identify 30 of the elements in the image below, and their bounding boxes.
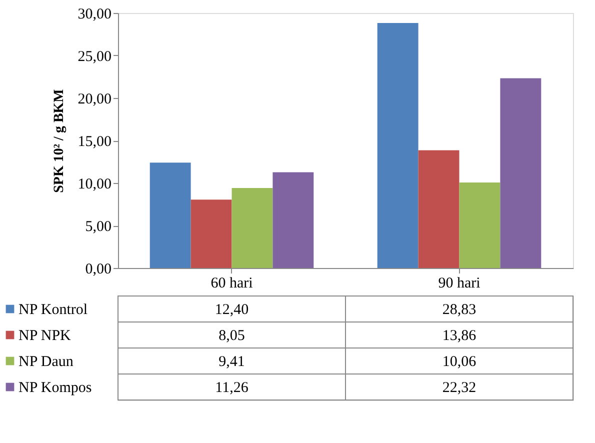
bar (272, 172, 314, 268)
legend-label: NP Kontrol (18, 302, 88, 318)
y-tick-label: 10,00 (78, 176, 112, 192)
data-label: 11,26 (215, 380, 249, 396)
data-label: 10,06 (442, 354, 477, 370)
legend-label: NP Daun (18, 354, 74, 370)
data-label: 28,83 (442, 302, 476, 318)
bar (150, 162, 191, 268)
x-tick-label: 90 hari (438, 276, 480, 292)
data-label: 9,41 (218, 354, 245, 370)
bar (459, 182, 500, 268)
bar (418, 150, 460, 268)
y-axis-title: SPK 10² / g BKM (52, 89, 67, 193)
data-label: 8,05 (218, 328, 245, 344)
bar (377, 22, 418, 268)
bar (500, 78, 542, 268)
data-label: 22,32 (442, 380, 476, 396)
y-tick-label: 20,00 (78, 92, 112, 108)
bar (190, 200, 232, 268)
data-label: 13,86 (442, 328, 477, 344)
y-tick-label: 15,00 (78, 134, 112, 150)
y-tick-label: 0,00 (85, 262, 112, 278)
y-tick-label: 25,00 (78, 49, 112, 65)
data-label: 12,40 (214, 302, 249, 318)
bar (232, 188, 273, 268)
y-tick-label: 30,00 (78, 6, 112, 22)
legend-label: NP NPK (18, 328, 72, 344)
legend-label: NP Kompos (18, 380, 92, 396)
y-tick-label: 5,00 (85, 219, 112, 235)
x-tick-label: 60 hari (210, 276, 253, 292)
